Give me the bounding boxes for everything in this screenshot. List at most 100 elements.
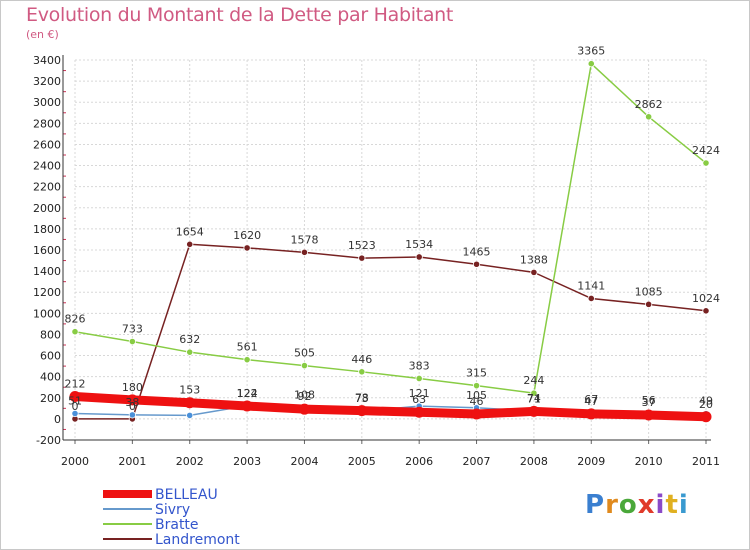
x-tick-label: 2004 [290, 455, 318, 468]
data-point-sivry [128, 411, 136, 419]
data-point-belleau [126, 394, 138, 406]
data-label-sivry: 51 [68, 395, 82, 408]
data-point-bratte [358, 368, 366, 376]
data-point-landremont [702, 307, 710, 315]
data-label-belleau: 180 [122, 381, 143, 394]
data-label-landremont: 1388 [520, 253, 548, 266]
data-label-belleau: 122 [237, 387, 258, 400]
data-label-belleau: 153 [179, 384, 200, 397]
data-label-belleau: 71 [527, 392, 541, 405]
data-label-sivry: 56 [642, 394, 656, 407]
y-tick-label: 0 [54, 413, 61, 426]
logo-letter: t [665, 490, 679, 520]
data-label-bratte: 505 [294, 347, 315, 360]
y-tick-label: 1000 [33, 307, 61, 320]
data-point-bratte [415, 374, 423, 383]
y-tick-label: 2800 [33, 117, 61, 130]
data-label-landremont: 0 [129, 400, 136, 413]
data-point-bratte [128, 337, 136, 346]
data-label-landremont: 1523 [348, 239, 376, 252]
x-tick-label: 2007 [463, 455, 491, 468]
y-tick-label: 200 [40, 392, 61, 405]
data-label-landremont: 1085 [635, 285, 663, 298]
x-tick-label: 2009 [577, 455, 605, 468]
data-label-belleau: 46 [470, 395, 484, 408]
y-tick-label: 2600 [33, 138, 61, 151]
data-point-landremont [186, 240, 194, 248]
data-point-bratte [702, 159, 710, 167]
data-point-sivry [186, 411, 194, 420]
x-tick-label: 2002 [176, 455, 204, 468]
series-line-bratte [74, 62, 707, 394]
data-label-bratte: 561 [237, 341, 258, 354]
y-tick-label: 2000 [33, 202, 61, 215]
data-labels: 212 180 153 122 92 78 63 46 71 47 37 20 51 38 124 108 73… [65, 45, 721, 413]
data-point-belleau [585, 408, 597, 420]
data-point-belleau [298, 403, 310, 415]
y-tick-label: 2400 [33, 160, 61, 173]
y-tick-label: 2200 [33, 181, 61, 194]
data-point-belleau [241, 400, 253, 412]
data-label-belleau: 63 [412, 393, 426, 406]
data-label-landremont: 1024 [692, 292, 720, 305]
data-label-belleau: 212 [65, 378, 86, 391]
data-label-landremont: 1654 [176, 225, 204, 238]
data-point-bratte [186, 348, 194, 356]
y-tick-label: 1200 [33, 286, 61, 299]
data-label-landremont: 0 [72, 400, 79, 413]
data-point-belleau [528, 405, 540, 417]
data-point-landremont [300, 248, 309, 256]
data-label-sivry: 49 [699, 395, 713, 408]
data-label-bratte: 632 [179, 333, 200, 346]
data-label-belleau: 92 [297, 390, 311, 403]
data-point-bratte [645, 113, 653, 121]
y-tick-label: 3000 [33, 96, 61, 109]
data-label-sivry: 74 [527, 392, 541, 405]
data-point-landremont [587, 294, 595, 303]
y-tick-label: -200 [36, 434, 61, 447]
x-tick-label: 2011 [692, 455, 720, 468]
data-label-sivry: 105 [466, 389, 487, 402]
logo-letter: i [678, 490, 689, 520]
chart-title: Evolution du Montant de la Dette par Hab… [26, 4, 454, 26]
x-tick-label: 2006 [405, 455, 433, 468]
data-label-belleau: 47 [584, 395, 598, 408]
data-point-landremont [243, 244, 251, 252]
data-point-belleau [700, 411, 712, 423]
logo-letter: i [655, 490, 666, 520]
axes: -200020040060080010001200140016001800200… [33, 54, 720, 468]
data-label-bratte: 446 [351, 353, 372, 366]
data-label-landremont: 1620 [233, 229, 261, 242]
logo-letter: P [585, 490, 606, 520]
data-label-bratte: 2424 [692, 144, 720, 157]
y-tick-label: 1800 [33, 223, 61, 236]
data-label-sivry: 121 [409, 387, 430, 400]
data-point-landremont [530, 268, 538, 276]
data-label-bratte: 315 [466, 367, 487, 380]
x-tick-label: 2005 [348, 455, 376, 468]
data-label-sivry: 108 [294, 388, 315, 401]
data-point-belleau [69, 391, 81, 403]
data-point-belleau [413, 406, 425, 418]
data-point-sivry [71, 409, 79, 418]
data-label-bratte: 733 [122, 323, 143, 336]
y-tick-label: 1600 [33, 244, 61, 257]
y-tick-label: 1400 [33, 265, 61, 278]
chart-subtitle: (en €) [26, 28, 59, 41]
data-label-belleau: 37 [642, 396, 656, 409]
series-line-landremont [74, 243, 707, 420]
data-point-bratte [530, 389, 538, 397]
data-label-sivry: 67 [584, 393, 598, 406]
data-label-bratte: 383 [409, 359, 430, 372]
data-label-landremont: 1578 [290, 233, 318, 246]
data-point-belleau [184, 397, 196, 409]
data-point-bratte [71, 328, 79, 336]
legend-label-landremont: Landremont [155, 532, 240, 548]
x-tick-label: 2010 [635, 455, 663, 468]
series-line-belleau [70, 392, 711, 422]
data-label-belleau: 78 [355, 392, 369, 405]
x-tick-label: 2001 [118, 455, 146, 468]
